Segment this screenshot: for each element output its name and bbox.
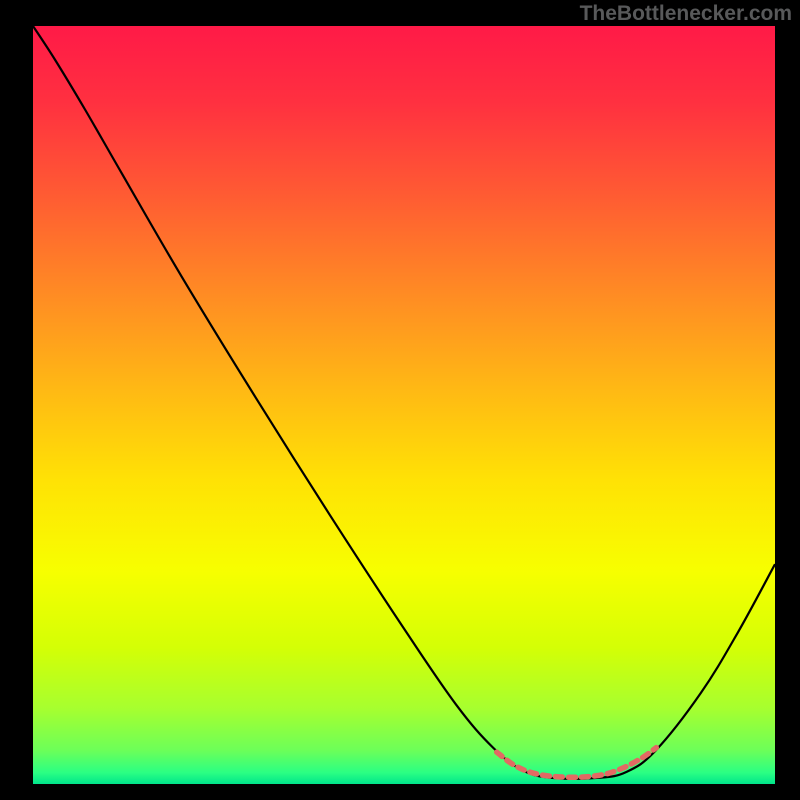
gradient-background xyxy=(33,26,775,784)
watermark-text: TheBottlenecker.com xyxy=(580,2,792,26)
plot-area xyxy=(33,26,775,784)
chart-svg xyxy=(33,26,775,784)
chart-container: TheBottlenecker.com xyxy=(0,0,800,800)
